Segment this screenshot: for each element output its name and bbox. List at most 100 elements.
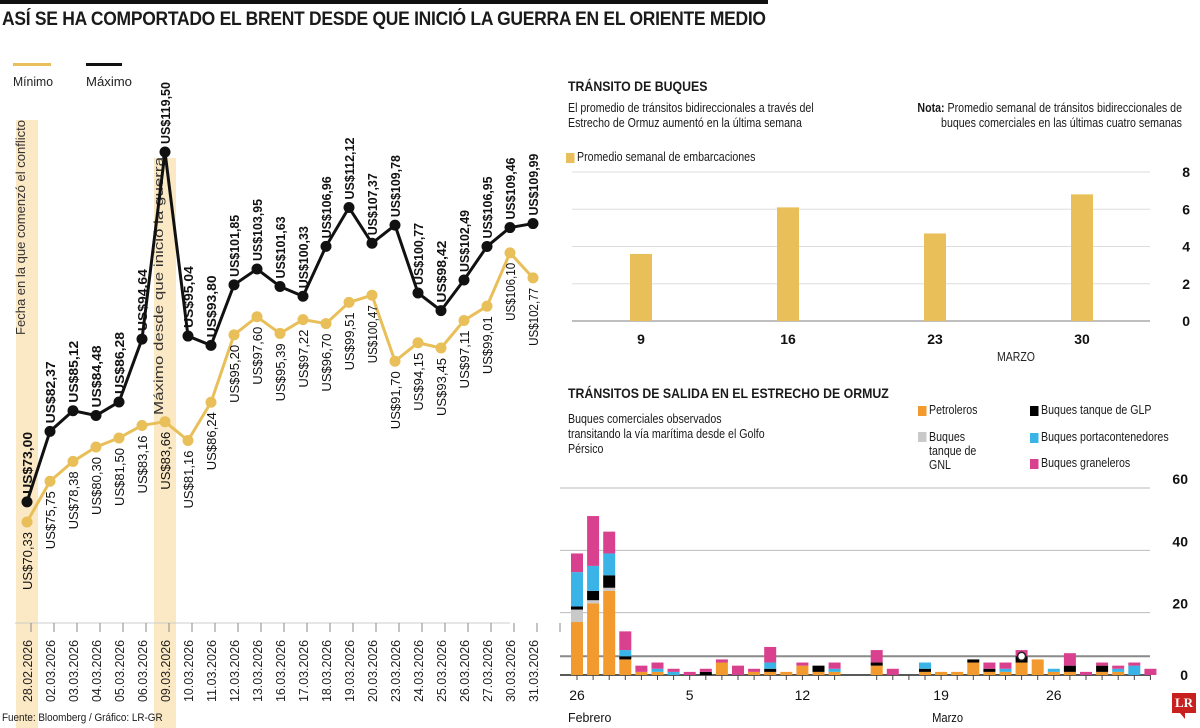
- x-month-label: Febrero: [568, 710, 611, 725]
- bar: [1071, 194, 1093, 321]
- bar-segment-buques-tanque-de-glp: [764, 668, 777, 672]
- bar-segment-buques-graneleros: [870, 650, 883, 663]
- min-value-label: US$70,33: [20, 532, 35, 590]
- bar: [630, 253, 652, 321]
- x-tick-label: 26.03.2026: [458, 640, 472, 702]
- min-value-label: US$94,15: [411, 353, 426, 411]
- transit-title: TRÁNSITO DE BUQUES: [568, 78, 708, 94]
- bar-segment-buques-graneleros: [732, 665, 744, 675]
- max-point: [44, 425, 56, 437]
- min-value-label: US$96,70: [319, 334, 334, 392]
- max-point: [343, 202, 355, 214]
- min-point: [21, 516, 33, 528]
- bar-segment-petroleros: [951, 671, 964, 675]
- reference-marker: [1016, 651, 1027, 662]
- min-value-label: US$81,16: [181, 451, 196, 509]
- x-tick-label: 25.03.2026: [435, 640, 449, 702]
- bar-segment-petroleros: [983, 671, 996, 675]
- bar-segment-buques-tanque-de-glp: [619, 656, 632, 660]
- bar-segment-buques-portacontenedores: [919, 662, 931, 669]
- min-point: [527, 272, 539, 284]
- x-tick-label: 31.03.2026: [527, 640, 541, 702]
- min-point: [44, 475, 56, 487]
- bar-segment-petroleros: [571, 622, 583, 675]
- min-value-label: US$93,45: [434, 358, 449, 416]
- max-point: [21, 496, 33, 508]
- x-tick-label: 19: [933, 687, 949, 703]
- y-tick-label: 4: [1182, 239, 1190, 255]
- bar-segment-buques-tanque-de-glp: [603, 575, 616, 588]
- bar-segment-buques-graneleros: [1080, 671, 1092, 675]
- bar-segment-buques-tanque-de-glp: [812, 665, 825, 672]
- max-point: [90, 410, 102, 422]
- exits-legend: Petroleros Buques tanque de GNL Buques t…: [918, 403, 1198, 483]
- bar-segment-petroleros: [967, 662, 980, 675]
- bar-segment-buques-portacontenedores: [651, 668, 664, 672]
- min-point: [228, 329, 240, 341]
- bar-segment-buques-tanque-de-gnl: [587, 600, 600, 604]
- max-value-label: US$101,63: [273, 216, 288, 278]
- top-rule: [0, 0, 768, 4]
- transit-subtitle: El promedio de tránsitos bidireccionales…: [568, 101, 814, 130]
- min-point: [481, 300, 493, 312]
- x-tick-label: 06.03.2026: [136, 640, 150, 702]
- source-note: Fuente: Bloomberg / Gráfico: LR-GR: [2, 712, 163, 724]
- exits-title: TRÁNSITOS DE SALIDA EN EL ESTRECHO DE OR…: [568, 385, 889, 401]
- max-point: [527, 218, 539, 230]
- bar-segment-buques-graneleros: [571, 553, 583, 573]
- max-value-label: US$85,12: [66, 341, 81, 403]
- bar-segment-buques-graneleros: [603, 531, 616, 554]
- min-point: [435, 342, 447, 354]
- min-point: [343, 296, 355, 308]
- max-value-label: US$106,96: [319, 176, 334, 238]
- legend-swatch: [1030, 432, 1039, 443]
- legend-swatch: [918, 405, 927, 416]
- min-value-label: US$78,38: [66, 471, 81, 529]
- min-value-label: US$97,22: [296, 330, 311, 388]
- min-value-label: US$95,39: [273, 343, 288, 401]
- y-tick-label: 2: [1182, 276, 1190, 292]
- bar-segment-buques-portacontenedores: [1047, 668, 1060, 672]
- bar-segment-petroleros: [1047, 671, 1060, 675]
- bar-segment-petroleros: [870, 665, 883, 675]
- max-value-label: US$100,33: [296, 226, 311, 288]
- bar-segment-buques-graneleros: [587, 516, 600, 566]
- legend-item-glp: Buques tanque de GLP: [1030, 403, 1152, 417]
- min-point: [67, 455, 79, 467]
- legend-item-gnl: Buques tanque de GNL: [918, 430, 1003, 472]
- bar-segment-buques-graneleros: [1112, 665, 1125, 669]
- y-tick-label: 60: [1172, 471, 1188, 487]
- max-point: [136, 333, 148, 345]
- legend-label: Buques tanque de GNL: [929, 430, 977, 472]
- min-value-label: US$106,10: [503, 263, 518, 321]
- bar-segment-petroleros: [715, 662, 728, 675]
- legend-label-min: Mínimo: [13, 75, 53, 89]
- lr-logo: LR: [1172, 693, 1196, 719]
- max-value-label: US$84,48: [89, 346, 104, 408]
- bar-segment-buques-graneleros: [1063, 653, 1076, 666]
- min-value-label: US$83,66: [158, 432, 173, 490]
- min-point: [389, 355, 401, 367]
- x-tick-label: 17.03.2026: [297, 640, 311, 702]
- max-point: [228, 279, 240, 291]
- bar-segment-buques-graneleros: [619, 631, 632, 651]
- min-value-label: US$102,77: [526, 288, 541, 346]
- x-tick-label: 03.03.2026: [67, 640, 81, 702]
- note-label: Nota:: [917, 101, 945, 115]
- bar-segment-buques-portacontenedores: [764, 662, 777, 669]
- highlight-band: [154, 158, 176, 728]
- bar-segment-buques-tanque-de-glp: [699, 671, 712, 675]
- min-point: [182, 435, 194, 447]
- legend-label-max: Máximo: [86, 75, 132, 89]
- x-tick-label: 13.03.2026: [251, 640, 265, 702]
- bar-segment-petroleros: [635, 671, 648, 675]
- bar-segment-buques-graneleros: [983, 662, 996, 669]
- bar-segment-petroleros: [1063, 671, 1076, 675]
- min-point: [412, 337, 424, 349]
- max-point: [159, 146, 171, 158]
- max-point: [481, 240, 493, 252]
- bar-segment-petroleros: [1015, 662, 1028, 675]
- max-point: [366, 237, 378, 249]
- max-value-label: US$95,04: [181, 265, 196, 328]
- bar-segment-petroleros: [603, 590, 616, 675]
